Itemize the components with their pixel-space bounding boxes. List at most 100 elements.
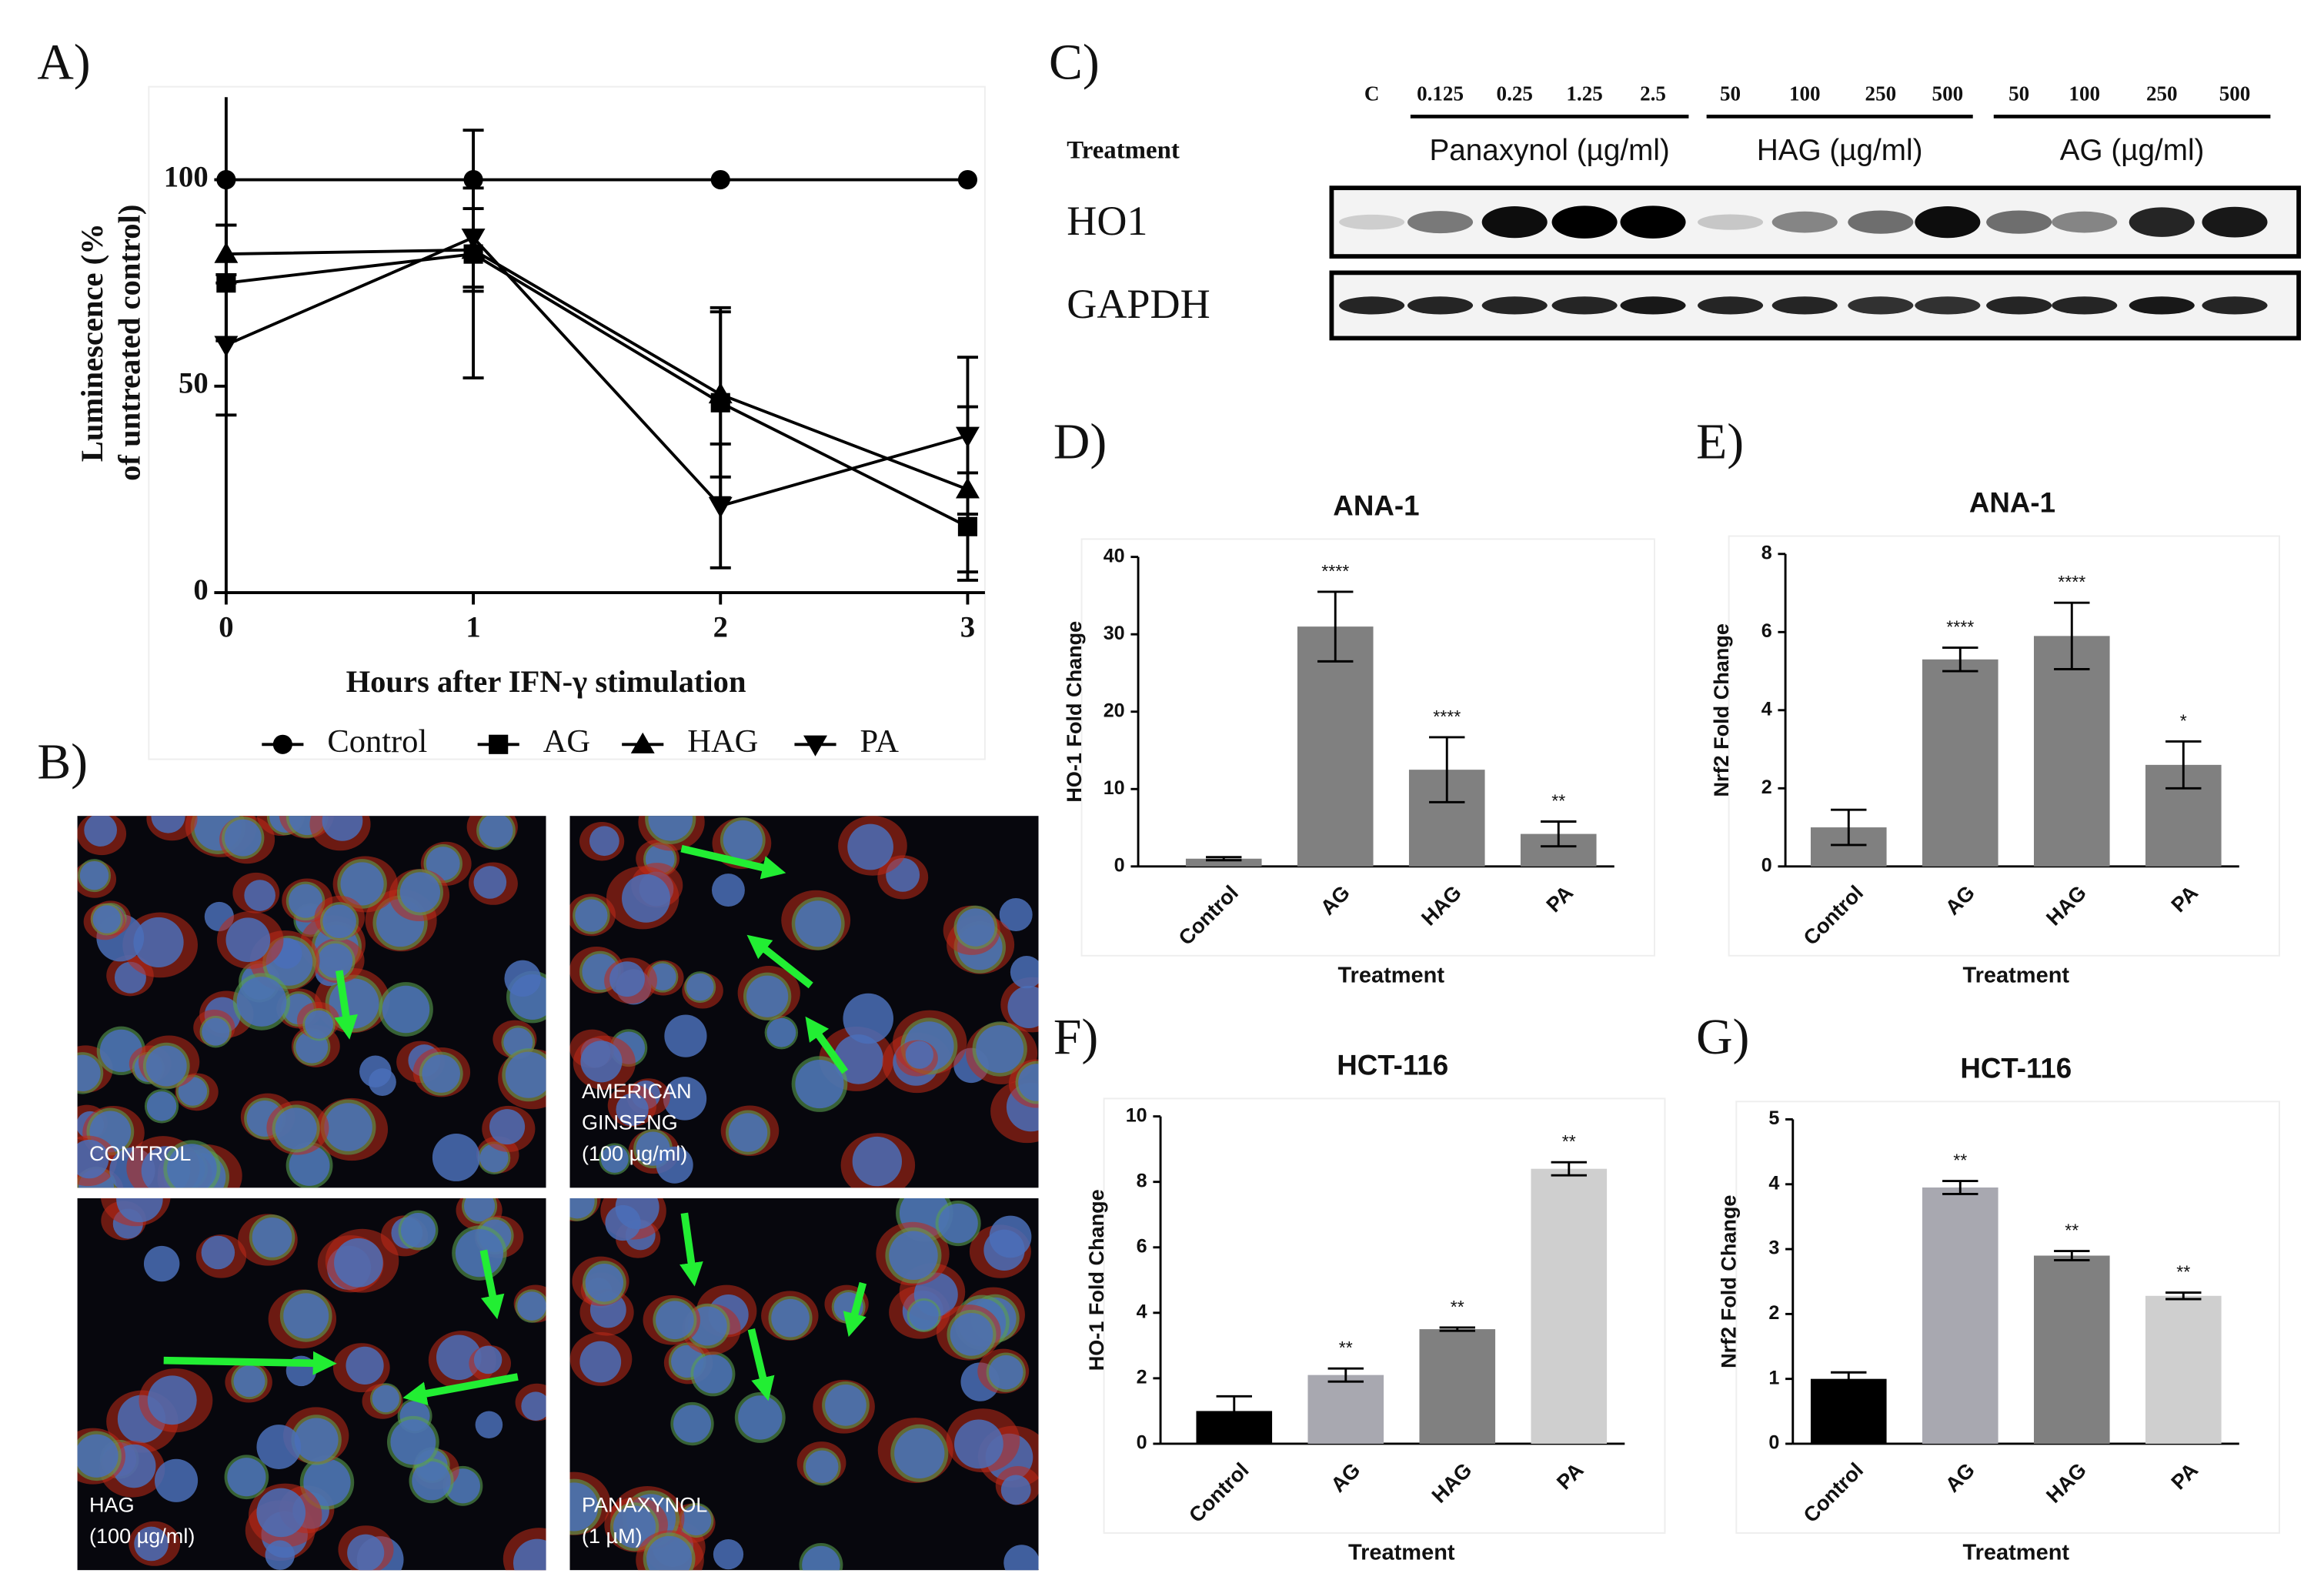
- nucleus: [686, 973, 714, 1001]
- nucleus: [579, 1341, 622, 1383]
- band: [1407, 296, 1474, 315]
- arrow: [805, 1016, 849, 1074]
- bar: [1185, 858, 1262, 867]
- plot-frame: [1103, 1097, 1666, 1534]
- y-tick-label: 4: [1768, 1172, 1779, 1194]
- x-axis-title: Treatment: [1348, 1541, 1455, 1565]
- nucleus: [475, 1411, 503, 1439]
- chart-title: HCT-116: [1337, 1050, 1448, 1081]
- nucleus: [322, 816, 363, 841]
- nucleus: [256, 1425, 302, 1469]
- nucleus: [303, 1458, 351, 1506]
- nucleus: [283, 1293, 329, 1339]
- band: [1771, 211, 1838, 233]
- panel-label: G): [1696, 1009, 1749, 1065]
- series-line: [225, 248, 969, 491]
- legend-label: PA: [860, 723, 900, 760]
- y-tick-label: 10: [1126, 1104, 1147, 1126]
- nucleus: [347, 1534, 385, 1571]
- nucleus: [77, 1434, 119, 1478]
- micrograph: [77, 816, 546, 1188]
- arrow: [334, 970, 358, 1040]
- marker: [489, 734, 509, 754]
- y-tick-label: 0: [1114, 854, 1125, 876]
- nucleus: [400, 1212, 436, 1248]
- y-tick-label: 8: [1137, 1170, 1147, 1191]
- nucleus: [889, 1231, 938, 1281]
- nucleus: [1000, 1475, 1031, 1505]
- nucleus: [569, 1482, 599, 1532]
- y-tick-label: 10: [1104, 777, 1125, 799]
- nucleus: [605, 1204, 641, 1241]
- nucleus: [681, 1505, 712, 1536]
- nucleus: [236, 977, 287, 1027]
- nucleus: [305, 1010, 334, 1039]
- significance: **: [1551, 790, 1565, 810]
- legend-label: AG: [543, 723, 590, 760]
- nucleus: [265, 1540, 295, 1570]
- nucleus: [589, 826, 619, 857]
- nucleus: [585, 1264, 624, 1302]
- nucleus: [517, 1291, 546, 1321]
- series-line: [225, 235, 968, 508]
- lane-label: 50: [2008, 82, 2029, 105]
- nucleus: [795, 1059, 844, 1109]
- bar: [1922, 659, 1998, 867]
- band: [2202, 206, 2268, 238]
- nucleus: [334, 1238, 383, 1288]
- nucleus: [455, 1229, 504, 1278]
- marker: [216, 169, 236, 190]
- nucleus: [399, 872, 441, 913]
- nucleus: [580, 1041, 623, 1083]
- band: [2202, 296, 2268, 315]
- nucleus: [663, 1077, 707, 1121]
- x-tick-label: 3: [960, 611, 975, 643]
- band: [1339, 296, 1405, 315]
- row-label: HO1: [1067, 198, 1147, 244]
- nucleus: [134, 1526, 169, 1562]
- nucleus: [713, 1538, 744, 1570]
- nucleus: [905, 1041, 933, 1069]
- micrograph-label: HAG: [89, 1493, 135, 1516]
- band: [1339, 214, 1405, 230]
- nucleus: [766, 1017, 796, 1047]
- bar: [2033, 636, 2110, 867]
- nucleus: [728, 1113, 768, 1152]
- nucleus: [233, 1365, 265, 1398]
- nucleus: [426, 847, 460, 881]
- band: [1698, 296, 1764, 315]
- nucleus: [999, 898, 1033, 932]
- nucleus: [711, 873, 745, 907]
- micrograph-label: PANAXYNOL: [582, 1493, 707, 1516]
- nucleus: [79, 860, 109, 890]
- nucleus: [244, 880, 275, 911]
- nucleus: [346, 1346, 384, 1385]
- nucleus: [693, 1355, 733, 1394]
- nucleus: [622, 873, 670, 923]
- nucleus: [771, 1298, 810, 1338]
- band: [1620, 205, 1686, 239]
- significance: **: [2065, 1221, 2079, 1241]
- plot-frame: [148, 85, 986, 760]
- micrograph-label: (100 µg/ml): [582, 1142, 687, 1165]
- micrograph-label: CONTROL: [89, 1142, 191, 1165]
- arrow: [479, 1249, 505, 1320]
- significance: ****: [2058, 572, 2085, 592]
- lane-label: 1.25: [1566, 82, 1602, 105]
- row-label: GAPDH: [1067, 281, 1210, 327]
- nucleus: [575, 899, 608, 932]
- nucleus: [289, 884, 322, 918]
- y-tick-label: 3: [1768, 1238, 1779, 1259]
- marker: [214, 336, 239, 357]
- nucleus: [1018, 1064, 1039, 1101]
- nucleus: [322, 904, 356, 938]
- significance: **: [1451, 1297, 1464, 1317]
- nucleus: [1003, 1545, 1039, 1571]
- y-tick-label: 40: [1104, 545, 1125, 566]
- nucleus: [938, 1203, 978, 1244]
- nucleus: [957, 908, 995, 947]
- nucleus: [227, 1458, 266, 1497]
- nucleus: [422, 1054, 460, 1093]
- nucleus: [473, 1345, 503, 1375]
